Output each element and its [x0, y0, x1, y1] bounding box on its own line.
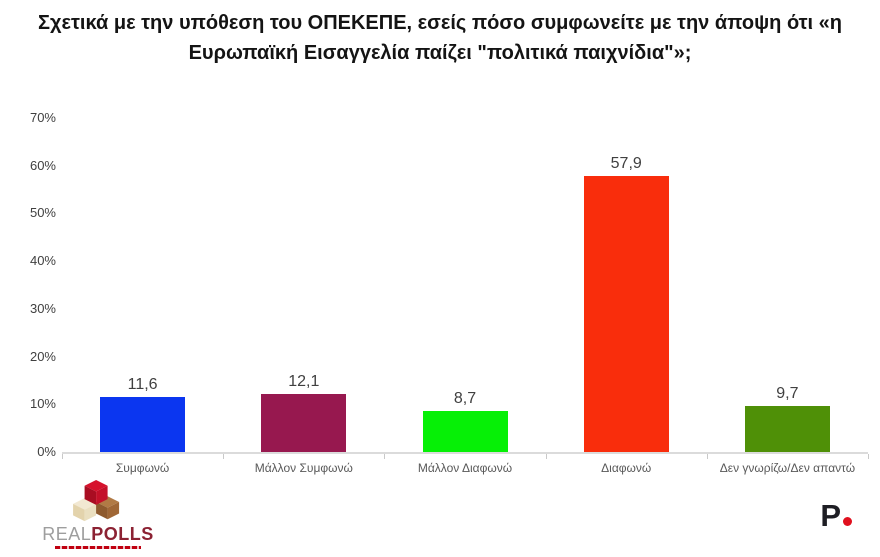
- bar-column-1: 11,6 Συμφωνώ: [62, 118, 223, 475]
- y-axis-label: 50%: [29, 205, 56, 221]
- category-label: Διαφωνώ: [601, 461, 652, 475]
- bar-column-2: 12,1 Μάλλον Συμφωνώ: [223, 118, 384, 475]
- bar-3: [422, 410, 508, 452]
- chart-title: Σχετικά με την υπόθεση του ΟΠΕΚΕΠΕ, εσεί…: [38, 12, 842, 64]
- x-axis-tick: [706, 454, 708, 459]
- bar-2: [261, 394, 347, 452]
- category-label: Συμφωνώ: [115, 461, 170, 475]
- realpolls-logo: REALPOLLS: [33, 479, 163, 549]
- bar-value-label: 12,1: [288, 373, 320, 391]
- realpolls-word-real: REAL: [42, 524, 92, 544]
- x-axis-tick: [223, 454, 225, 459]
- y-axis-label: 70%: [29, 110, 56, 125]
- x-axis-tick: [384, 454, 386, 459]
- bar-4: [583, 175, 669, 452]
- plot-area: 11,6 Συμφωνώ 12,1 Μάλλον Συμφωνώ 8,7 Μάλλον Δ…: [62, 118, 869, 476]
- realpolls-word-polls: POLLS: [91, 524, 154, 544]
- y-axis-label: 40%: [29, 253, 56, 269]
- bar-value-label: 57,9: [610, 154, 642, 172]
- protothema-red-dot-icon: [843, 517, 852, 526]
- bar-column-3: 8,7 Μάλλον Διαφωνώ: [384, 118, 545, 476]
- protothema-logo: P: [820, 500, 852, 531]
- protothema-letter: P: [820, 498, 841, 533]
- realpolls-cubes-icon: [73, 479, 120, 522]
- category-label: Δεν γνωρίζω/Δεν απαντώ: [719, 461, 856, 475]
- y-axis-label: 0%: [37, 444, 56, 459]
- bar-5: [744, 405, 830, 452]
- y-axis: 70% 60% 50% 40% 30% 20% 10% 0%: [0, 110, 56, 459]
- y-axis-label: 60%: [29, 157, 56, 173]
- y-axis-label: 30%: [29, 300, 56, 316]
- bar-value-label: 11,6: [127, 375, 158, 393]
- category-label: Μάλλον Διαφωνώ: [417, 461, 513, 475]
- bar-value-label: 9,7: [776, 384, 799, 402]
- bar-1: [100, 396, 186, 452]
- bar-column-4: 57,9 Διαφωνώ: [546, 118, 707, 475]
- bar-group: 11,6 Συμφωνώ 12,1 Μάλλον Συμφωνώ 8,7 Μάλλον Δ…: [62, 118, 868, 476]
- realpolls-tagline: [55, 546, 141, 549]
- realpolls-wordmark: REALPOLLS: [33, 525, 163, 543]
- category-label: Μάλλον Συμφωνώ: [254, 461, 353, 475]
- x-axis-tick: [62, 454, 63, 459]
- y-axis-label: 20%: [29, 348, 56, 364]
- x-axis-tick: [545, 454, 547, 459]
- x-axis-tick: [868, 454, 869, 459]
- y-axis-label: 10%: [29, 396, 56, 412]
- bar-column-5: 9,7 Δεν γνωρίζω/Δεν απαντώ: [707, 118, 868, 475]
- bar-value-label: 8,7: [453, 389, 477, 407]
